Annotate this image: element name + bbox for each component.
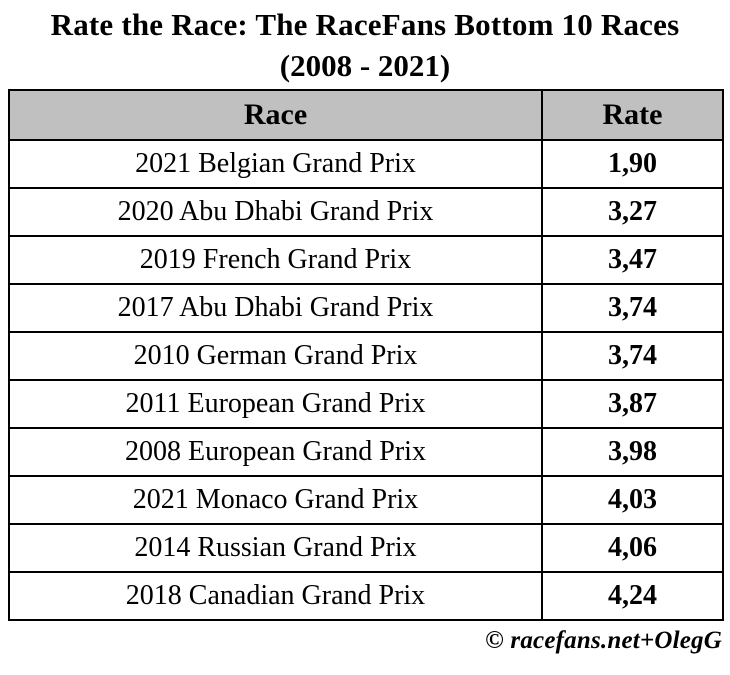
table-row: 2010 German Grand Prix 3,74 xyxy=(8,331,724,381)
race-cell: 2020 Abu Dhabi Grand Prix xyxy=(8,187,543,237)
column-header-rate: Rate xyxy=(541,89,724,141)
rate-cell: 3,87 xyxy=(541,379,724,429)
table-row: 2011 European Grand Prix 3,87 xyxy=(8,379,724,429)
table-row: 2008 European Grand Prix 3,98 xyxy=(8,427,724,477)
rate-cell: 3,74 xyxy=(541,331,724,381)
race-cell: 2021 Monaco Grand Prix xyxy=(8,475,543,525)
race-cell: 2011 European Grand Prix xyxy=(8,379,543,429)
race-cell: 2014 Russian Grand Prix xyxy=(8,523,543,573)
table-row: 2021 Belgian Grand Prix 1,90 xyxy=(8,139,724,189)
table-row: 2014 Russian Grand Prix 4,06 xyxy=(8,523,724,573)
race-cell: 2018 Canadian Grand Prix xyxy=(8,571,543,621)
table-row: 2018 Canadian Grand Prix 4,24 xyxy=(8,571,724,621)
table-row: 2020 Abu Dhabi Grand Prix 3,27 xyxy=(8,187,724,237)
race-cell: 2019 French Grand Prix xyxy=(8,235,543,285)
table-row: 2019 French Grand Prix 3,47 xyxy=(8,235,724,285)
page-title-years: (2008 - 2021) xyxy=(279,48,451,83)
rate-cell: 3,74 xyxy=(541,283,724,333)
rate-cell: 4,06 xyxy=(541,523,724,573)
race-cell: 2008 European Grand Prix xyxy=(8,427,543,477)
table-row: 2017 Abu Dhabi Grand Prix 3,74 xyxy=(8,283,724,333)
race-table: Race Rate 2021 Belgian Grand Prix 1,90 2… xyxy=(8,89,724,621)
title-block: Rate the Race: The RaceFans Bottom 10 Ra… xyxy=(0,0,730,87)
race-cell: 2017 Abu Dhabi Grand Prix xyxy=(8,283,543,333)
race-cell: 2021 Belgian Grand Prix xyxy=(8,139,543,189)
rate-cell: 3,47 xyxy=(541,235,724,285)
column-header-race: Race xyxy=(8,89,543,141)
rate-cell: 1,90 xyxy=(541,139,724,189)
rate-cell: 4,24 xyxy=(541,571,724,621)
rate-cell: 4,03 xyxy=(541,475,724,525)
page-title: Rate the Race: The RaceFans Bottom 10 Ra… xyxy=(50,7,680,42)
rate-cell: 3,27 xyxy=(541,187,724,237)
race-cell: 2010 German Grand Prix xyxy=(8,331,543,381)
table-row: 2021 Monaco Grand Prix 4,03 xyxy=(8,475,724,525)
footer-credit: © racefans.net+OlegG xyxy=(485,627,722,654)
rate-cell: 3,98 xyxy=(541,427,724,477)
table-header-row: Race Rate xyxy=(8,89,724,141)
